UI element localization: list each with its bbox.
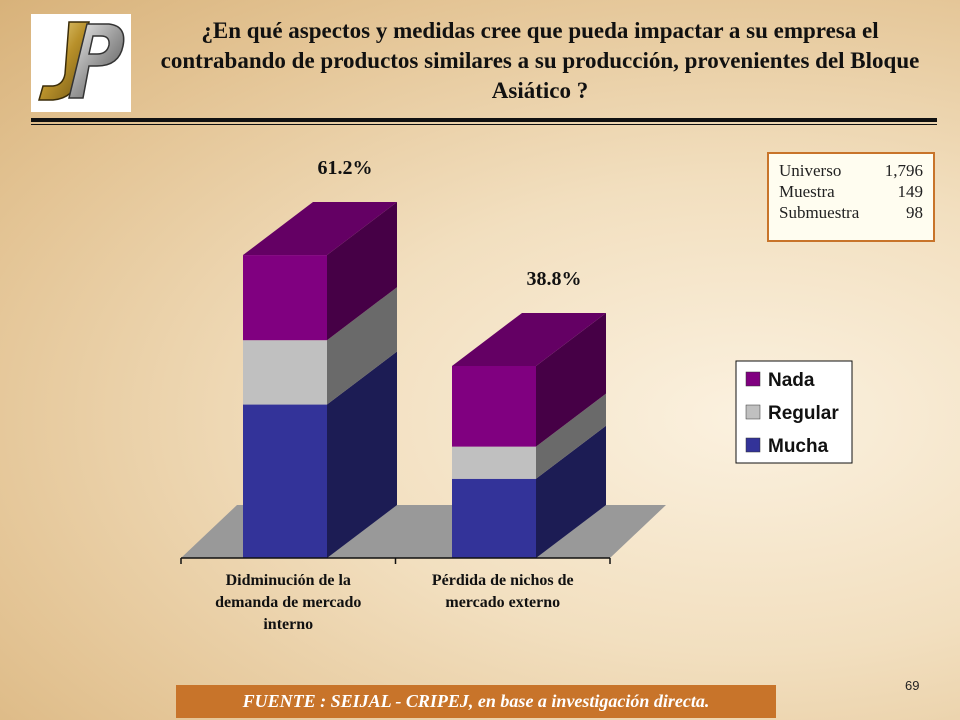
category-label-1: Didminución de la demanda de mercado inter… [215, 572, 361, 633]
title-divider-thin [31, 124, 937, 125]
bar-mucha-2-side [536, 425, 606, 558]
bar-nada-1 [243, 255, 327, 341]
bar-regular-2-side [536, 393, 606, 479]
bar-nada-1-top [243, 202, 397, 256]
legend-label-regular: Regular [768, 403, 839, 424]
info-value: 149 [897, 182, 924, 201]
bar-nada-2-side [536, 312, 606, 447]
legend-label-mucha: Mucha [768, 436, 829, 457]
source-footer: FUENTE : SEIJAL - CRIPEJ, en base a inve… [176, 685, 776, 718]
legend-swatch-regular [745, 404, 761, 420]
bar-nada-1-side [327, 202, 397, 341]
info-label: Muestra [779, 182, 835, 201]
bar-mucha-1-side [327, 351, 397, 558]
bar-regular-1 [243, 340, 327, 405]
sample-info-box: Universo 1,796 Muestra 149 Submuestra 98 [767, 152, 935, 242]
page-title: ¿En qué aspectos y medidas cree que pued… [160, 18, 920, 103]
bar-regular-2 [452, 446, 536, 479]
total-label-2: 38.8% [527, 268, 582, 290]
bar-nada-2-top [452, 312, 606, 366]
info-row-muestra: Muestra 149 [779, 181, 923, 202]
info-row-submuestra: Submuestra 98 [779, 202, 923, 223]
info-row-universo: Universo 1,796 [779, 160, 923, 181]
bar-mucha-1 [243, 404, 327, 558]
info-label: Submuestra [779, 203, 860, 222]
legend-swatch-nada [745, 371, 761, 387]
bar-regular-1-side [327, 287, 397, 405]
info-value: 98 [906, 203, 923, 222]
title-divider [31, 118, 937, 122]
category-label-2: Pérdida de nichos de mercado externo [432, 572, 574, 611]
info-value: 1,796 [884, 161, 923, 180]
bar-nada-2 [452, 365, 536, 447]
jp-logo-icon [38, 21, 125, 101]
page-number: 69 [905, 678, 920, 693]
info-label: Universo [779, 161, 842, 180]
logo [31, 14, 131, 112]
bar-mucha-2 [452, 478, 536, 558]
legend-swatch-mucha [745, 437, 761, 453]
total-label-1: 61.2% [318, 157, 373, 179]
legend-label-nada: Nada [768, 370, 815, 391]
